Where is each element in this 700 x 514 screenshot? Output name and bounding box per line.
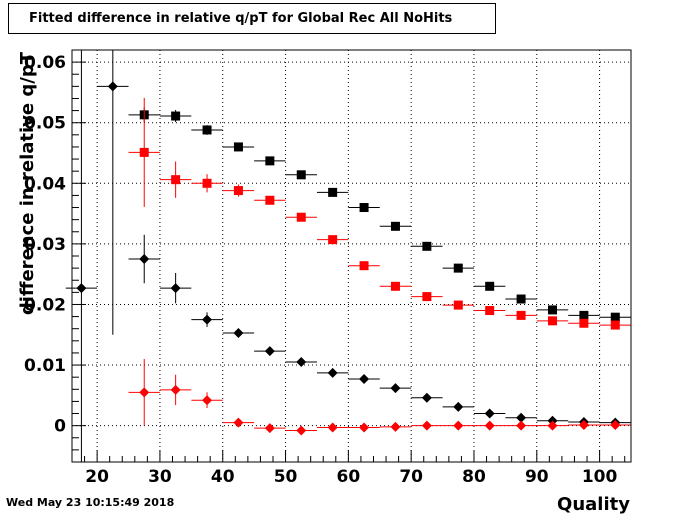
data-point-square [453, 300, 463, 310]
grid-lines [72, 50, 631, 462]
axis-ticks [71, 49, 626, 463]
data-point-square [547, 316, 557, 326]
data-point-diamond [390, 421, 401, 432]
chart-series [65, 50, 631, 462]
data-point-diamond [202, 395, 213, 406]
data-point-diamond [327, 367, 338, 378]
data-point-diamond [453, 420, 464, 431]
data-point-square [328, 235, 338, 245]
chart-title: Fitted difference in relative q/pT for G… [8, 3, 496, 34]
data-point-square [139, 147, 149, 157]
data-point-diamond [170, 283, 181, 294]
data-series [128, 359, 631, 436]
y-tick-label: 0.01 [24, 356, 66, 376]
data-point-diamond [484, 420, 495, 431]
data-point-square [171, 175, 181, 185]
data-point-diamond [170, 384, 181, 395]
x-tick-label: 40 [211, 467, 235, 487]
data-point-diamond [359, 422, 370, 433]
data-point-diamond [516, 412, 527, 423]
plot-frame [71, 49, 632, 463]
data-point-square [485, 306, 495, 316]
data-series [128, 97, 631, 330]
x-tick-label: 20 [85, 467, 109, 487]
data-point-square [579, 310, 589, 320]
axis-tick-labels: 20 30 40 50 60 70 80 90 100 0 0.01 0.02 0.03 0.04 0.05… [24, 53, 617, 487]
data-point-diamond [202, 314, 213, 325]
data-point-diamond [76, 283, 87, 294]
x-tick-label: 50 [274, 467, 298, 487]
y-tick-label: 0 [54, 417, 66, 437]
data-point-square [422, 241, 432, 251]
data-point-square [516, 294, 526, 304]
data-point-square [516, 310, 526, 320]
data-point-diamond [516, 420, 527, 431]
data-point-square [265, 195, 275, 205]
data-point-diamond [610, 420, 621, 431]
data-point-diamond [296, 357, 307, 368]
data-series [128, 107, 631, 322]
data-point-diamond [139, 387, 150, 398]
x-tick-label: 80 [462, 467, 486, 487]
data-point-square [233, 186, 243, 196]
x-axis-title: Quality [557, 494, 630, 514]
data-point-square [547, 305, 557, 315]
data-point-square [610, 312, 620, 322]
data-point-square [579, 318, 589, 328]
x-tick-label: 70 [399, 467, 423, 487]
data-point-square [359, 203, 369, 213]
data-point-square [328, 187, 338, 197]
x-tick-label: 100 [582, 467, 618, 487]
y-tick-label: 0.02 [24, 295, 66, 315]
y-tick-label: 0.03 [24, 235, 66, 255]
data-point-diamond [107, 81, 118, 92]
data-point-diamond [233, 327, 244, 338]
data-point-square [233, 142, 243, 152]
data-point-diamond [327, 422, 338, 433]
x-tick-label: 90 [525, 467, 549, 487]
data-point-square [453, 263, 463, 273]
y-tick-label: 0.05 [24, 114, 66, 134]
data-point-square [171, 111, 181, 121]
x-tick-label: 60 [337, 467, 361, 487]
data-point-diamond [264, 346, 275, 357]
data-point-square [390, 221, 400, 231]
y-tick-label: 0.06 [24, 53, 66, 73]
data-point-diamond [453, 401, 464, 412]
data-point-diamond [359, 373, 370, 384]
data-point-square [202, 178, 212, 188]
data-point-diamond [484, 408, 495, 419]
data-point-square [422, 292, 432, 302]
data-point-square [296, 170, 306, 180]
data-point-diamond [547, 420, 558, 431]
data-point-square [390, 281, 400, 291]
y-tick-label: 0.04 [24, 174, 66, 194]
timestamp: Wed May 23 10:15:49 2018 [6, 496, 175, 509]
data-point-diamond [578, 420, 589, 431]
data-point-square [485, 281, 495, 291]
data-point-square [265, 156, 275, 166]
data-point-square [610, 320, 620, 330]
data-point-diamond [421, 420, 432, 431]
data-point-square [202, 125, 212, 135]
data-point-diamond [421, 392, 432, 403]
data-point-diamond [233, 417, 244, 428]
data-point-diamond [296, 425, 307, 436]
data-point-square [296, 212, 306, 222]
data-series [65, 50, 631, 462]
data-point-diamond [390, 383, 401, 394]
data-point-diamond [139, 254, 150, 265]
data-point-square [359, 261, 369, 271]
x-tick-label: 30 [148, 467, 172, 487]
data-point-diamond [264, 423, 275, 434]
y-axis-title: difference in relative q/pT [17, 51, 38, 315]
